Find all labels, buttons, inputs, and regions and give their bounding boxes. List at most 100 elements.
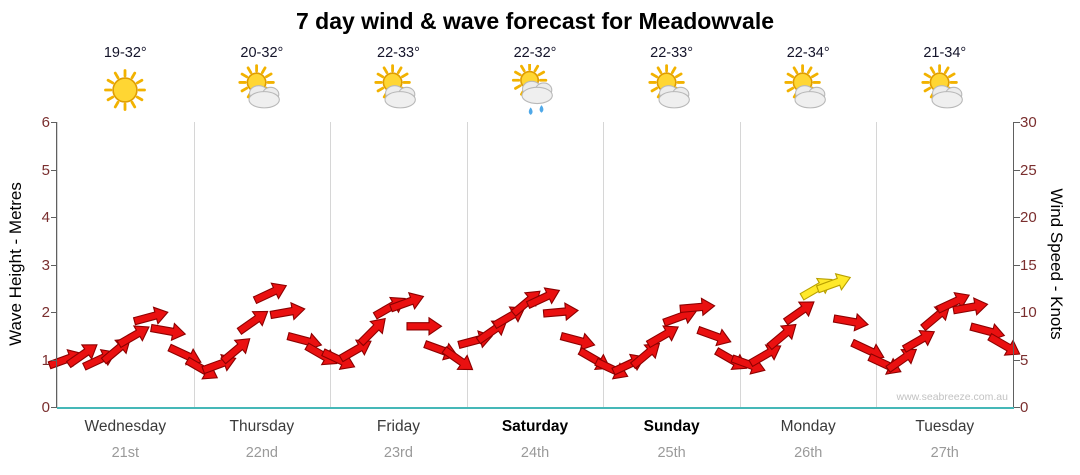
day-date: 21st	[111, 445, 139, 461]
wind-arrow	[901, 330, 936, 353]
day-temp: 22-34°	[786, 45, 830, 61]
day-date: 26th	[794, 445, 823, 461]
wind-arrow	[645, 325, 680, 349]
wind-arrow	[696, 325, 732, 347]
wind-tick-label: 30	[1020, 114, 1037, 131]
wind-arrow	[357, 317, 386, 347]
wind-tick-label: 15	[1020, 256, 1037, 274]
weather-icon	[57, 62, 194, 118]
day-date: 25th	[657, 445, 686, 461]
day-temp: 22-33°	[650, 45, 694, 61]
day-temp: 19-32°	[103, 45, 147, 61]
wind-arrow	[952, 297, 989, 316]
bottom-axis-line	[57, 407, 1014, 409]
wind-arrow	[542, 302, 580, 322]
day-gridline	[739, 122, 741, 407]
wave-tick-mark	[51, 264, 57, 266]
wind-arrow	[525, 287, 561, 309]
wave-tick-label: 3	[41, 256, 50, 274]
wind-arrow	[629, 342, 661, 370]
wind-arrow	[116, 325, 150, 349]
day-temp: 22-33°	[377, 45, 420, 61]
wind-arrow	[132, 306, 169, 326]
wind-arrow	[832, 312, 869, 332]
wind-arrow	[559, 331, 596, 351]
watermark: www.seabreeze.com.au	[896, 391, 1008, 403]
wave-tick-label: 0	[41, 399, 50, 416]
wind-arrow	[782, 301, 815, 326]
wave-tick-label: 6	[41, 114, 50, 131]
wind-arrow	[149, 322, 187, 342]
wind-arrow	[252, 282, 288, 305]
showers-icon	[511, 64, 553, 115]
partly-cloudy-icon	[784, 64, 827, 109]
wind-tick-mark	[1014, 217, 1020, 218]
partly-cloudy-icon	[921, 64, 963, 109]
day-name: Thursday	[229, 418, 295, 435]
day-date: 24th	[520, 445, 550, 461]
wind-tick-label: 25	[1020, 161, 1037, 179]
wind-tick-mark	[1014, 264, 1020, 266]
day-temp: 21-34°	[923, 45, 967, 61]
weather-icon	[876, 62, 1013, 118]
weather-icon	[740, 62, 877, 118]
weather-icon	[194, 62, 331, 118]
day-name: Friday	[376, 418, 420, 435]
day-name: Tuesday	[915, 418, 975, 435]
partly-cloudy-icon	[374, 64, 417, 109]
day-date: 23rd	[383, 445, 413, 461]
day-dates-row: 21st 22nd 23rd 24th 25th 26th 27th	[57, 443, 1013, 463]
wind-arrow	[987, 332, 1021, 356]
wave-tick-mark	[51, 169, 57, 171]
wind-tick-mark	[1014, 122, 1020, 123]
wind-arrow	[748, 344, 782, 368]
day-name: Saturday	[501, 418, 569, 435]
wave-tick-mark	[51, 312, 57, 313]
wind-arrow	[885, 348, 918, 373]
day-name: Sunday	[643, 418, 700, 435]
wind-arrow	[236, 310, 269, 335]
wind-tick-label: 20	[1020, 209, 1037, 226]
wind-arrows-layer	[47, 273, 1021, 380]
wind-arrow	[935, 291, 971, 314]
day-gridline	[57, 122, 58, 407]
day-temp: 22-32°	[513, 45, 557, 61]
partly-cloudy-icon	[647, 64, 690, 109]
wave-tick-label: 2	[41, 304, 50, 321]
right-axis-line	[1013, 122, 1014, 408]
day-gridline	[193, 122, 195, 407]
chart-title: 7 day wind & wave forecast for Meadowval…	[295, 8, 775, 34]
wind-arrow	[406, 316, 443, 336]
wind-tick-mark	[1014, 407, 1020, 408]
day-gridline	[603, 122, 605, 407]
day-gridline	[876, 122, 878, 407]
wind-arrow	[220, 338, 251, 365]
weather-icon	[330, 62, 467, 118]
wave-tick-mark	[51, 217, 57, 218]
day-temp: 20-32°	[240, 45, 284, 61]
day-name: Wednesday	[84, 418, 167, 435]
wave-tick-label: 1	[41, 351, 50, 369]
partly-cloudy-icon	[238, 64, 280, 109]
day-gridline	[330, 122, 332, 407]
wave-tick-mark	[51, 122, 57, 123]
wind-arrow	[389, 292, 425, 313]
wave-tick-mark	[51, 407, 57, 408]
wind-tick-mark	[1014, 359, 1020, 361]
weather-icon	[467, 62, 604, 118]
wind-tick-label: 5	[1020, 351, 1029, 369]
day-gridline	[466, 122, 468, 407]
day-names-row: Wednesday Thursday Friday Saturday Sunday Mon…	[57, 417, 1013, 437]
day-date: 27th	[930, 445, 959, 461]
wind-arrow	[766, 323, 797, 351]
wind-tick-label: 10	[1020, 304, 1037, 321]
wind-arrow-yellow	[815, 273, 852, 294]
wind-tick-mark	[1014, 312, 1020, 313]
wave-tick-label: 4	[41, 209, 50, 226]
day-name: Monday	[780, 418, 836, 435]
wind-arrow	[679, 297, 716, 317]
wind-tick-mark	[1014, 169, 1020, 171]
icons-row	[57, 62, 1013, 118]
plot-area	[47, 122, 1021, 407]
